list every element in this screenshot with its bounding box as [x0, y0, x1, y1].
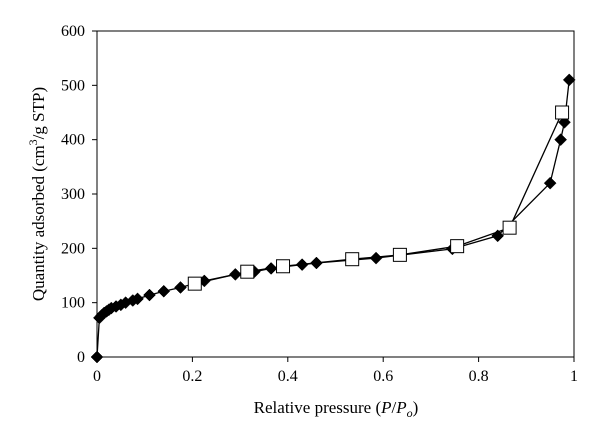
x-tick-label: 0.6 [373, 368, 393, 385]
x-axis-title: Relative pressure (P/Po) [254, 398, 419, 420]
y-tick-label: 400 [61, 132, 85, 149]
data-point-diamond [543, 176, 557, 190]
data-point-square [240, 264, 255, 279]
x-tick-label: 1 [570, 368, 578, 385]
data-point-diamond [554, 133, 567, 147]
plot-frame [96, 30, 575, 358]
data-point-square [502, 220, 517, 235]
data-point-diamond [131, 292, 144, 306]
data-point-diamond [369, 251, 383, 265]
y-tick-label: 100 [61, 295, 85, 312]
x-tick-label: 0.8 [469, 368, 489, 385]
y-tick-label: 0 [77, 349, 85, 366]
y-tick-label: 600 [61, 23, 85, 40]
axes [96, 30, 575, 358]
data-point-diamond [90, 350, 104, 364]
data-point-diamond [143, 288, 156, 302]
y-axis-title: Quantity adsorbed (cm3/g STP) [26, 87, 48, 301]
y-tick-label: 200 [61, 240, 85, 257]
data-point-diamond [264, 262, 278, 275]
data-point-square [450, 239, 465, 254]
data-point-diamond [491, 229, 505, 243]
data-point-square [392, 247, 407, 262]
data-point-square [345, 252, 360, 267]
data-point-diamond [157, 284, 171, 298]
y-tick-label: 500 [61, 77, 85, 94]
data-point-square [276, 259, 291, 274]
data-point-square [187, 276, 202, 291]
x-tick-label: 0.4 [278, 368, 298, 385]
data-point-diamond [562, 73, 576, 87]
series-lines [96, 79, 570, 358]
series-markers [90, 73, 576, 364]
data-point-diamond [295, 258, 309, 271]
x-tick-label: 0 [93, 368, 101, 385]
ticks: 0 100 200 300 400 500 600 0 0.2 0.4 0.6 0.8 1 [61, 23, 578, 385]
data-point-diamond [310, 256, 323, 270]
data-point-diamond [228, 268, 242, 281]
x-tick-label: 0.2 [182, 368, 202, 385]
data-point-diamond [174, 281, 187, 294]
data-point-square [555, 105, 570, 120]
series-line-1 [96, 79, 570, 358]
y-tick-label: 300 [61, 186, 85, 203]
